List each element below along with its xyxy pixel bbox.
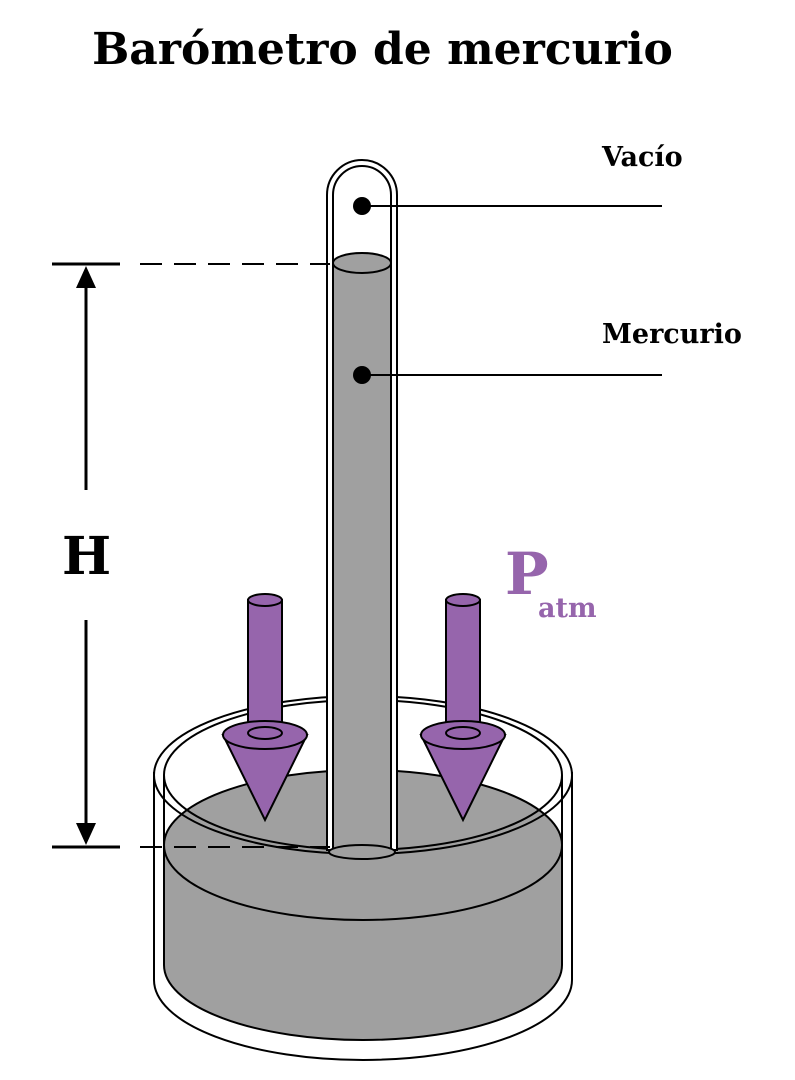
vacuum-label: Vacío — [602, 142, 683, 173]
height-dimension — [52, 262, 330, 849]
height-arrow-down-icon — [76, 823, 96, 845]
pressure-subscript: atm — [538, 593, 597, 624]
mercury-column — [332, 262, 392, 854]
pressure-symbol: P — [505, 540, 549, 608]
vacuum-pointer — [353, 197, 662, 215]
glass-tube — [326, 159, 398, 860]
height-arrow-up-icon — [76, 266, 96, 288]
tube-bottom — [328, 844, 396, 860]
pressure-arrow-left-icon — [221, 593, 309, 823]
mercury-column-top — [332, 252, 392, 274]
mercury-pointer — [353, 366, 662, 384]
height-label: H — [62, 526, 112, 587]
diagram-title: Barómetro de mercurio — [92, 24, 673, 75]
pressure-arrow-right-icon — [419, 593, 507, 823]
mercury-label: Mercurio — [602, 319, 742, 350]
